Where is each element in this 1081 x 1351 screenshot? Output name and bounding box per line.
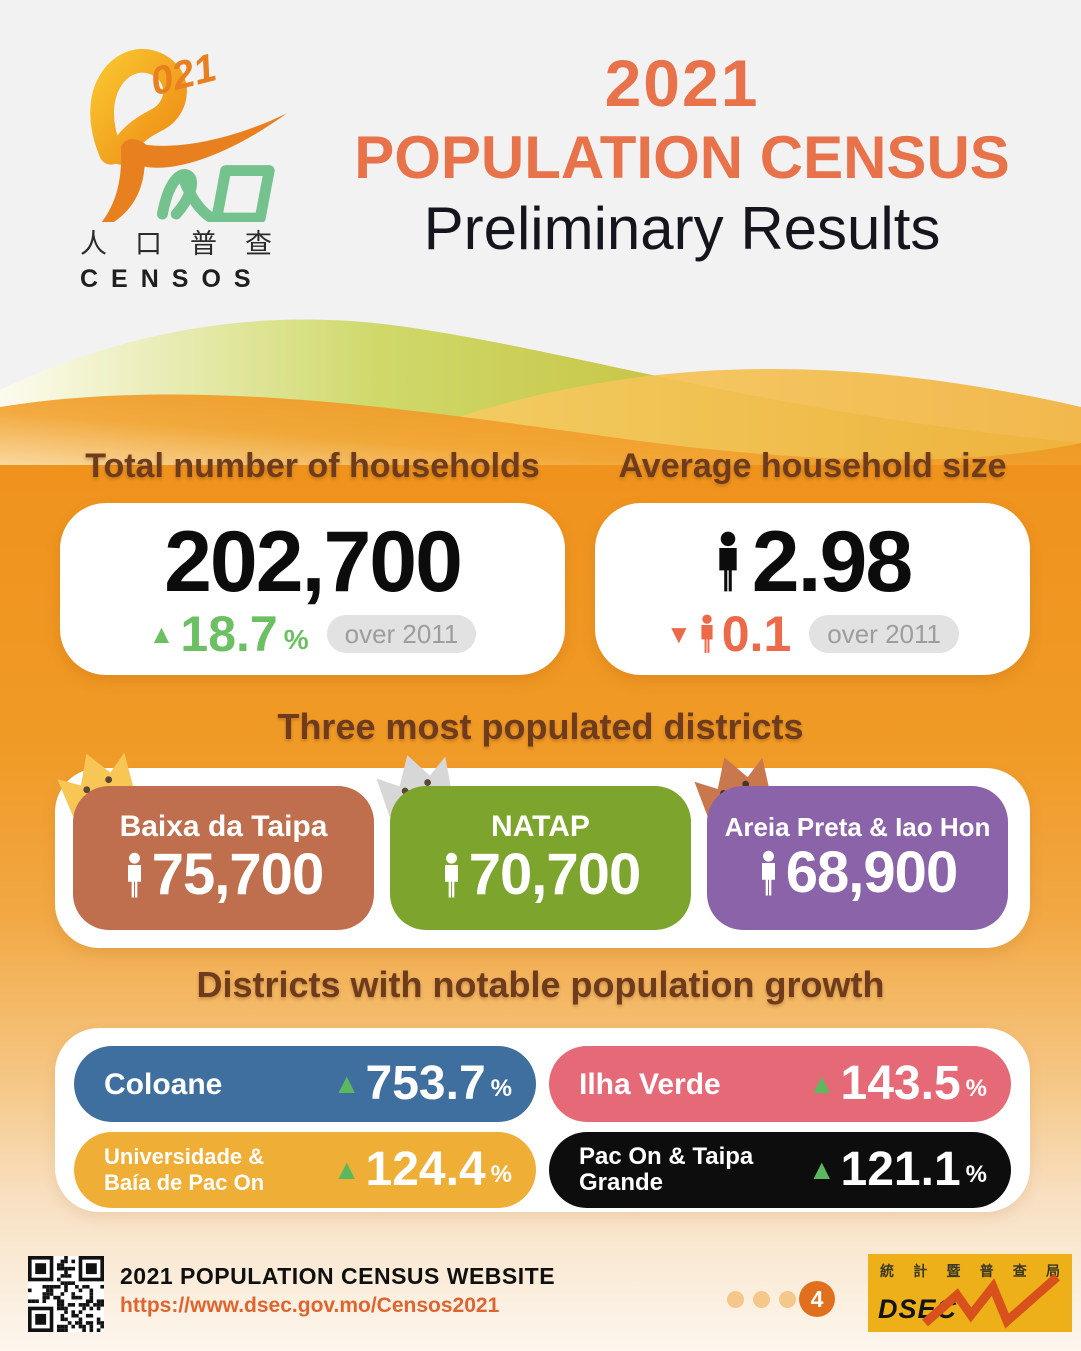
avg-size-heading: Average household size [618,447,1007,485]
up-arrow-icon: ▲ [807,1154,836,1185]
dsec-zigzag-icon [922,1273,1060,1329]
district-population: 75,700 [151,842,324,907]
title-subtitle: Preliminary Results [423,195,941,262]
census-logo: 021 人口普查 CENSOS [68,44,324,294]
top-districts-heading: Three most populated districts [277,706,804,747]
logo-chinese-text: 人口普查 [80,229,300,259]
district-card-areia-preta-iao-hon: Areia Preta & Iao Hon 68,900 [707,786,1008,930]
dot-icon [753,1291,770,1308]
person-icon [719,531,737,592]
district-name: NATAP [491,810,590,843]
logo-2-hook [90,48,187,165]
up-arrow-icon: ▲ [332,1068,361,1099]
growth-districts-heading: Districts with notable population growth [196,964,885,1005]
households-card: 202,700 ▲ 18.7 % over 2011 [60,503,565,675]
wave-band-decoration [0,315,1081,480]
qr-code [28,1256,104,1332]
growth-district-name: Universidade & Baía de Pac On [104,1143,265,1195]
down-arrow-icon: ▼ [666,619,692,649]
growth-value: 121.1 [840,1143,961,1196]
logo-swoosh [101,113,287,222]
avg-size-badge: over 2011 [809,614,959,654]
website-url: https://www.dsec.gov.mo/Censos2021 [120,1294,500,1317]
avg-size-card: 2.98 ▼ 0.1 over 2011 [595,503,1030,675]
dot-icon [779,1291,796,1308]
growth-district-name: Coloane [104,1067,223,1101]
growth-district-name: Pac On & Taipa Grande [579,1142,754,1196]
district-name: Baixa da Taipa [119,810,328,843]
avg-size-value: 2.98 [751,514,913,610]
website-label: 2021 POPULATION CENSUS WEBSITE [120,1263,556,1289]
growth-unit: % [490,1075,512,1102]
growth-value: 753.7 [365,1057,486,1110]
logo-green-glyphs [156,165,275,222]
growth-unit: % [965,1075,987,1102]
households-heading: Total number of households [85,447,540,485]
growth-pill-pac-on-taipa-grande: Pac On & Taipa Grande ▲ 121.1 % [549,1132,1011,1208]
up-arrow-icon: ▲ [807,1068,836,1099]
census-logo-mark: 021 [90,45,287,222]
title-block: 2021 POPULATION CENSUS Preliminary Resul… [320,50,1044,260]
up-arrow-icon: ▲ [148,619,175,649]
growth-pill-ilha-verde: Ilha Verde ▲ 143.5 % [549,1046,1011,1122]
person-icon [761,850,775,896]
person-icon [127,852,141,898]
growth-value: 143.5 [840,1057,961,1110]
dsec-logo-chinese: 統計暨普查局 [880,1263,1060,1279]
district-population: 68,900 [785,840,958,905]
district-card-baixa-da-taipa: Baixa da Taipa 75,700 [73,786,374,930]
page-indicator-dots [727,1291,796,1308]
growth-value: 124.4 [365,1143,486,1196]
growth-unit: % [965,1161,987,1188]
households-change-unit: % [283,624,309,655]
households-badge: over 2011 [326,614,477,654]
district-population: 70,700 [468,842,641,907]
person-icon [444,852,458,898]
households-value: 202,700 [164,514,463,610]
district-name: Areia Preta & Iao Hon [724,812,991,842]
dsec-logo: 統計暨普查局 DSEC [868,1254,1072,1332]
district-card-natap: NATAP 70,700 [390,786,691,930]
growth-pill-universidade-baia-de-pac-on: Universidade & Baía de Pac On ▲ 124.4 % [74,1132,536,1208]
households-change-value: 18.7 [180,606,278,662]
up-arrow-icon: ▲ [332,1154,361,1185]
title-main: POPULATION CENSUS [354,124,1010,191]
growth-pill-coloane: Coloane ▲ 753.7 % [74,1046,536,1122]
growth-unit: % [490,1161,512,1188]
logo-censos-text: CENSOS [80,265,264,293]
avg-size-change-value: 0.1 [721,606,792,662]
dot-icon [727,1291,744,1308]
growth-district-name: Ilha Verde [579,1067,721,1101]
page-number-badge: 4 [799,1281,835,1317]
person-icon [701,614,713,653]
title-year: 2021 [604,46,760,120]
